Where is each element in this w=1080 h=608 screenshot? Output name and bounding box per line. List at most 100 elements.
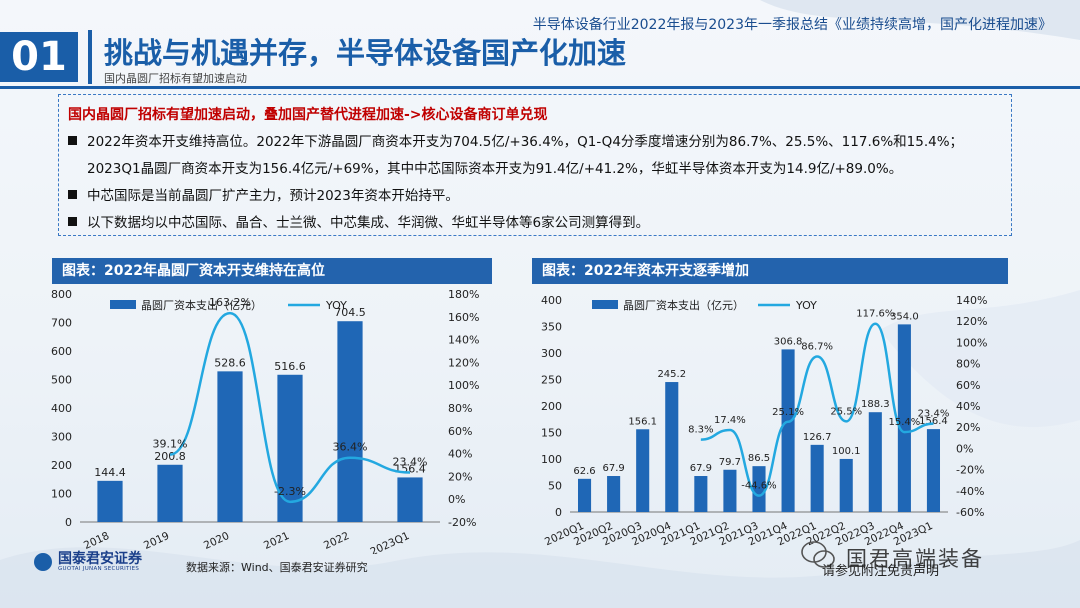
y-tick-label: 700 bbox=[51, 317, 72, 330]
y-tick-label: 100 bbox=[51, 488, 72, 501]
yoy-value-label: 23.4% bbox=[393, 456, 428, 469]
x-tick-label: 2020 bbox=[202, 530, 231, 552]
y2-tick-label: 160% bbox=[448, 311, 479, 324]
watermark-text: 国君高端装备 bbox=[846, 547, 984, 571]
y2-tick-label: 140% bbox=[956, 294, 987, 307]
bullet-square-icon bbox=[68, 136, 77, 145]
wechat-icon bbox=[801, 541, 835, 568]
bar-value-label: 306.8 bbox=[774, 336, 803, 347]
bar-value-label: 516.6 bbox=[274, 360, 306, 373]
yoy-value-label: 39.1% bbox=[153, 438, 188, 451]
bar bbox=[781, 349, 795, 512]
report-title: 半导体设备行业2022年报与2023年一季报总结《业绩持续高增，国产化进程加速》 bbox=[532, 17, 1052, 33]
section-number: 01 bbox=[0, 32, 78, 82]
y2-tick-label: 80% bbox=[448, 402, 472, 415]
yoy-value-label: 36.4% bbox=[333, 441, 368, 454]
bar bbox=[397, 477, 423, 522]
yoy-value-label: 25.5% bbox=[830, 406, 862, 417]
y-tick-label: 400 bbox=[541, 294, 562, 307]
yoy-value-label: 25.1% bbox=[772, 407, 804, 418]
x-tick-label: 2019 bbox=[142, 530, 171, 552]
logo-en: GUOTAI JUNAN SECURITIES bbox=[58, 566, 140, 572]
y-tick-label: 500 bbox=[51, 374, 72, 387]
y-tick-label: 200 bbox=[51, 459, 72, 472]
bar-value-label: 245.2 bbox=[657, 369, 686, 380]
yoy-line bbox=[169, 311, 411, 504]
legend-bar-label: 晶圆厂资本支出（亿元） bbox=[623, 298, 744, 312]
bullet-text: 中芯国际是当前晶圆厂扩产主力，预计2023年资本开始持平。 bbox=[87, 188, 459, 204]
y2-tick-label: 180% bbox=[448, 288, 479, 301]
bullet-data-note: 以下数据均以中芯国际、晶合、士兰微、中芯集成、华润微、华虹半导体等6家公司测算得… bbox=[68, 211, 649, 231]
bar-value-label: 156.1 bbox=[628, 416, 657, 427]
y-tick-label: 0 bbox=[65, 516, 72, 529]
bullet-capex: 2022年资本开支维持高位。2022年下游晶圆厂商资本开支为704.5亿/+36… bbox=[68, 130, 963, 150]
y2-tick-label: -20% bbox=[956, 464, 984, 477]
bar bbox=[868, 412, 882, 512]
bar bbox=[926, 429, 941, 512]
y2-tick-label: 120% bbox=[448, 356, 479, 369]
bullet-text: 以下数据均以中芯国际、晶合、士兰微、中芯集成、华润微、华虹半导体等6家公司测算得… bbox=[87, 215, 650, 231]
bar-value-label: 144.4 bbox=[94, 466, 126, 479]
legend-bar-label: 晶圆厂资本支出（亿元） bbox=[141, 298, 262, 312]
bar-value-label: 156.4 bbox=[919, 416, 948, 427]
bullet-square-icon bbox=[68, 190, 77, 199]
y-tick-label: 50 bbox=[548, 480, 562, 493]
data-source: 数据来源：Wind、国泰君安证券研究 bbox=[186, 561, 368, 574]
y2-tick-label: 100% bbox=[956, 336, 987, 349]
y2-tick-label: 20% bbox=[956, 421, 980, 434]
bar-value-label: 100.1 bbox=[832, 446, 861, 457]
y2-tick-label: 40% bbox=[448, 448, 472, 461]
y-tick-label: 400 bbox=[51, 402, 72, 415]
page-title: 挑战与机遇并存，半导体设备国产化加速 bbox=[104, 36, 627, 70]
y2-tick-label: 140% bbox=[448, 334, 479, 347]
bar bbox=[217, 371, 243, 522]
y2-tick-label: 120% bbox=[956, 315, 987, 328]
bar bbox=[97, 480, 123, 522]
quarterly-capex-chart: 0 50 100 150 200 250 300 350 400 -60% -40% -20% 0% 20… bbox=[541, 294, 987, 548]
legend-line-label: YOY bbox=[325, 299, 347, 312]
page-subtitle: 国内晶圆厂招标有望加速启动 bbox=[104, 72, 247, 85]
bar bbox=[839, 458, 853, 512]
y-tick-label: 200 bbox=[541, 400, 562, 413]
bar bbox=[337, 321, 363, 522]
bar bbox=[897, 324, 911, 512]
bullet-smic: 中芯国际是当前晶圆厂扩产主力，预计2023年资本开始持平。 bbox=[68, 184, 459, 204]
y2-tick-label: -60% bbox=[956, 506, 984, 519]
bar bbox=[607, 476, 621, 512]
chart-left-title: 图表：2022年晶圆厂资本开支维持在高位 bbox=[52, 258, 492, 284]
bar-value-label: 86.5 bbox=[748, 453, 770, 464]
yoy-value-label: 17.4% bbox=[714, 415, 746, 426]
y2-tick-label: 0% bbox=[956, 442, 973, 455]
bar-value-label: 704.5 bbox=[334, 306, 366, 319]
yoy-value-label: 8.3% bbox=[688, 425, 713, 436]
y-tick-label: 150 bbox=[541, 427, 562, 440]
x-tick-label: 2018 bbox=[82, 530, 111, 552]
yoy-value-label: -2.3% bbox=[274, 485, 306, 498]
bar-value-label: 79.7 bbox=[719, 457, 741, 468]
bar-value-label: 200.8 bbox=[154, 450, 186, 463]
yoy-value-label: 86.7% bbox=[801, 341, 833, 352]
bar-value-label: 126.7 bbox=[803, 432, 832, 443]
y-tick-label: 0 bbox=[555, 506, 562, 519]
y2-tick-label: 0% bbox=[448, 493, 465, 506]
x-tick-label: 2021 bbox=[262, 530, 291, 552]
yoy-value-label: 15.4% bbox=[888, 417, 920, 428]
bar bbox=[694, 476, 708, 512]
y2-tick-label: 60% bbox=[448, 425, 472, 438]
bar bbox=[157, 464, 183, 522]
bar-value-label: 188.3 bbox=[861, 399, 890, 410]
yoy-line bbox=[700, 322, 934, 497]
bar-value-label: 528.6 bbox=[214, 356, 246, 369]
bar-value-label: 67.9 bbox=[602, 463, 624, 474]
x-tick-label: 2022 bbox=[322, 530, 351, 552]
bullet-square-icon bbox=[68, 217, 77, 226]
y2-tick-label: 100% bbox=[448, 379, 479, 392]
bar-value-label: 62.6 bbox=[573, 466, 595, 477]
annual-capex-chart: 0 100 200 300 400 500 600 700 800 -20% 0% 20% 40% 60%… bbox=[51, 288, 479, 554]
x-tick-label: 2023Q1 bbox=[368, 530, 411, 554]
summary-headline: 国内晶圆厂招标有望加速启动，叠加国产替代进程加速->核心设备商订单兑现 bbox=[68, 107, 548, 123]
legend-bar-swatch bbox=[110, 300, 136, 309]
bar-value-label: 67.9 bbox=[690, 463, 712, 474]
bar bbox=[577, 478, 592, 512]
y2-tick-label: 80% bbox=[956, 358, 980, 371]
